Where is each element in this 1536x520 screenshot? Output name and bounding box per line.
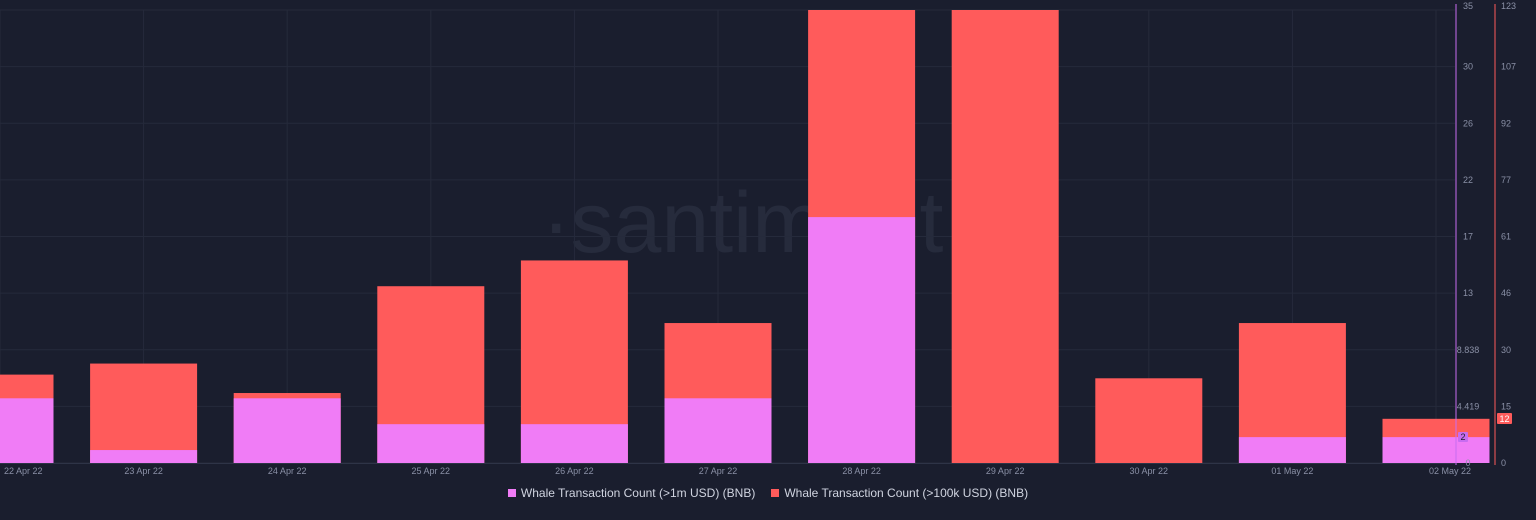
right-tick-label: 0 xyxy=(1501,458,1506,468)
left-tick-label: 17 xyxy=(1463,232,1473,242)
bar-100k-7 xyxy=(951,10,1059,463)
left-tick-label: 8.838 xyxy=(1457,345,1480,355)
right-last-value-badge xyxy=(1497,413,1512,424)
x-tick-label: 28 Apr 22 xyxy=(842,466,881,476)
left-tick-label: 13 xyxy=(1463,288,1473,298)
bar-1m-5 xyxy=(664,398,772,463)
legend-label-100k: Whale Transaction Count (>100k USD) (BNB… xyxy=(784,486,1029,500)
x-tick-label: 25 Apr 22 xyxy=(412,466,451,476)
left-tick-label: 0 xyxy=(1465,458,1470,468)
left-tick-label: 4.419 xyxy=(1457,401,1480,411)
legend-swatch-1m xyxy=(507,489,516,497)
bar-1m-3 xyxy=(377,424,485,463)
x-tick-label: 29 Apr 22 xyxy=(986,466,1025,476)
x-axis: 22 Apr 22 23 Apr 22 24 Apr 22 25 Apr 22 26 A… xyxy=(0,463,1471,476)
x-tick-label: 02 May 22 xyxy=(1429,466,1471,476)
bar-1m-6 xyxy=(808,217,916,463)
right-tick-label: 92 xyxy=(1501,118,1511,128)
right-tick-label: 61 xyxy=(1501,232,1511,242)
bar-1m-1 xyxy=(90,450,198,463)
left-tick-label: 26 xyxy=(1463,118,1473,128)
x-tick-label: 30 Apr 22 xyxy=(1130,466,1169,476)
left-tick-label: 22 xyxy=(1463,175,1473,185)
right-tick-label: 123 xyxy=(1501,1,1516,11)
right-last-value-text: 12 xyxy=(1499,414,1509,424)
left-tick-label: 35 xyxy=(1463,1,1473,11)
bar-1m-0 xyxy=(0,398,54,463)
right-tick-label: 15 xyxy=(1501,401,1511,411)
left-tick-label: 30 xyxy=(1463,62,1473,72)
right-tick-label: 46 xyxy=(1501,288,1511,298)
x-tick-label: 24 Apr 22 xyxy=(268,466,307,476)
legend-item-100k[interactable]: Whale Transaction Count (>100k USD) (BNB… xyxy=(771,486,1028,500)
x-tick-label: 23 Apr 22 xyxy=(124,466,163,476)
bar-1m-4 xyxy=(520,424,628,463)
legend-swatch-100k xyxy=(771,489,780,497)
bar-100k-1 xyxy=(90,363,198,463)
left-last-value-badge xyxy=(1458,432,1468,442)
bar-100k-8 xyxy=(1095,378,1203,463)
chart: ·santiment· 22 Apr 22 23 Apr 22 24 Apr 22 2… xyxy=(0,1,1516,476)
x-tick-label: 26 Apr 22 xyxy=(555,466,594,476)
left-y-axis: 0 4.419 8.838 13 17 22 26 30 35 2 xyxy=(1455,1,1480,468)
right-y-axis: 0 15 30 46 61 77 92 107 123 12 xyxy=(1494,1,1516,468)
legend-label-1m: Whale Transaction Count (>1m USD) (BNB) xyxy=(520,486,756,500)
x-tick-label: 22 Apr 22 xyxy=(4,466,43,476)
right-tick-label: 77 xyxy=(1501,175,1511,185)
right-tick-label: 107 xyxy=(1501,62,1516,72)
legend-item-1m[interactable]: Whale Transaction Count (>1m USD) (BNB) xyxy=(507,486,756,500)
x-tick-label: 27 Apr 22 xyxy=(699,466,738,476)
bar-1m-2 xyxy=(233,398,341,463)
bars xyxy=(0,10,1490,463)
legend: Whale Transaction Count (>1m USD) (BNB) … xyxy=(0,486,1536,500)
left-last-value-text: 2 xyxy=(1460,432,1465,442)
x-tick-label: 01 May 22 xyxy=(1271,466,1313,476)
bar-1m-9 xyxy=(1238,437,1346,463)
right-tick-label: 30 xyxy=(1501,345,1511,355)
bar-1m-10 xyxy=(1382,437,1490,463)
